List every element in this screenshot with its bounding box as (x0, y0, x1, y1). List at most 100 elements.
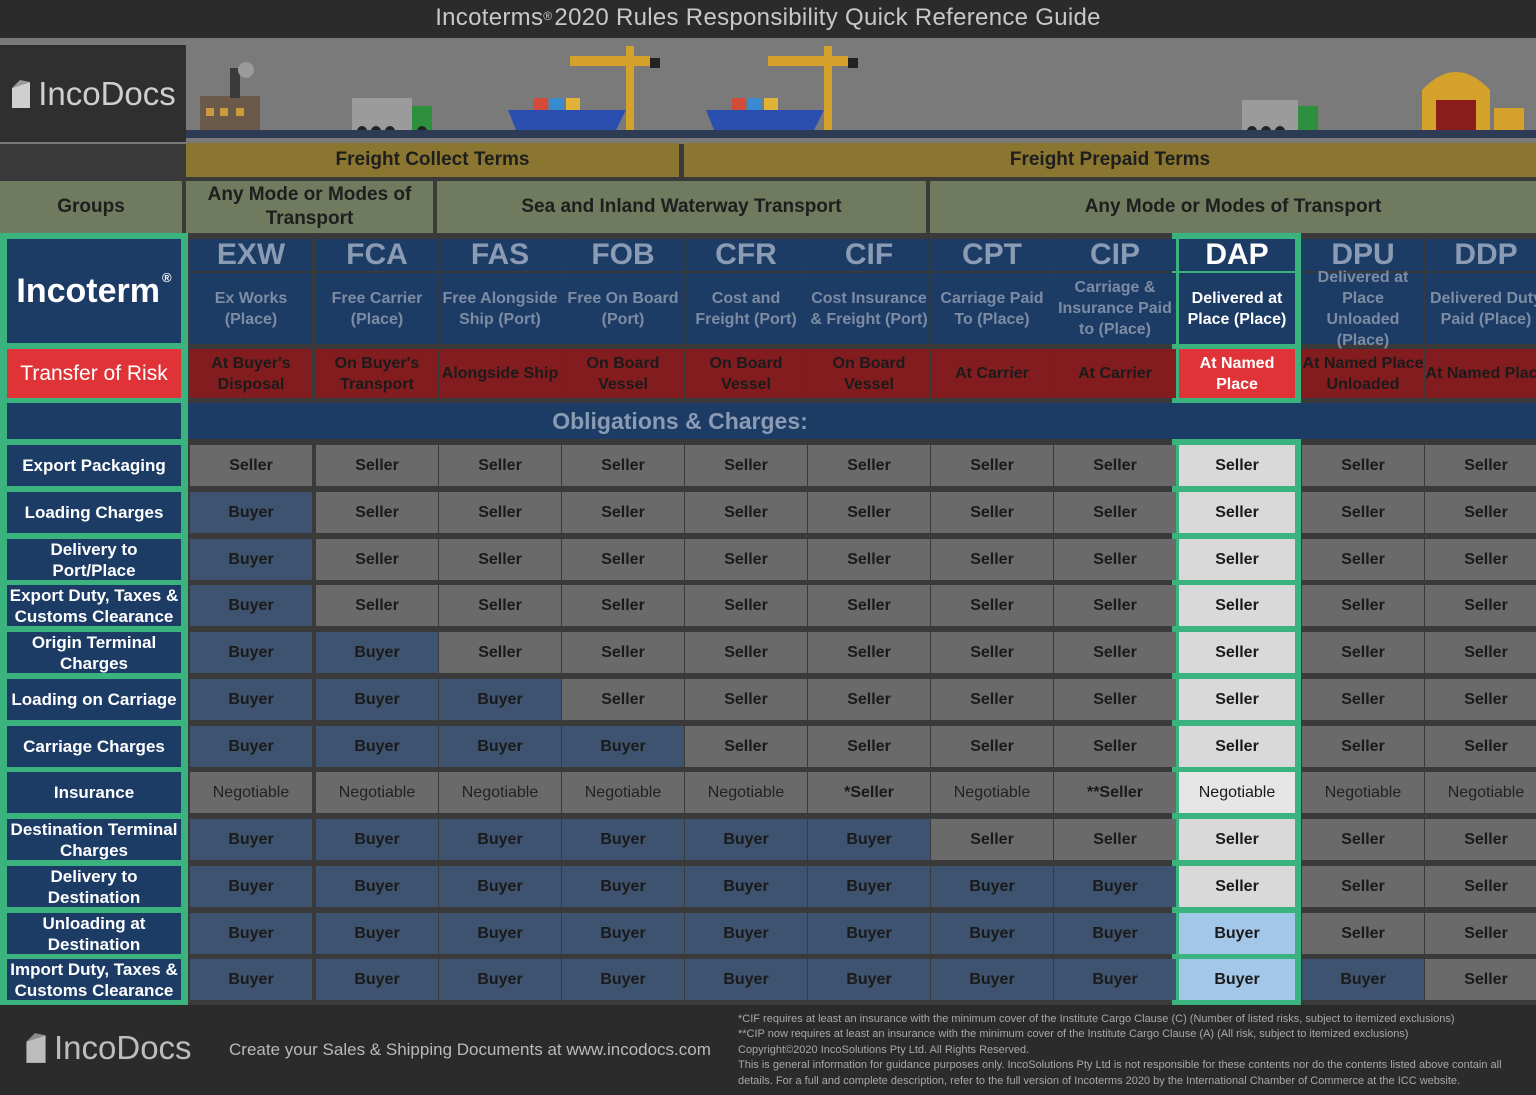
footer-note: details. For a full and complete descrip… (738, 1074, 1461, 1087)
obligation-cell: Seller (931, 492, 1053, 533)
obligation-cell: Seller (316, 585, 438, 626)
group-sea: Sea and Inland Waterway Transport (437, 181, 926, 233)
obligation-cell: Seller (1302, 585, 1424, 626)
obligation-cell: Buyer (1179, 913, 1295, 954)
incoterm-name-cfr: Cost and Freight (Port) (685, 273, 807, 344)
obligation-cell: Seller (1179, 866, 1295, 907)
incoterm-code-cif: CIF (808, 239, 930, 271)
logo: IncoDocs (0, 45, 186, 142)
obligation-cell: Negotiable (685, 772, 807, 813)
obligation-label: Delivery to Port/Place (7, 539, 181, 580)
incoterm-code-cip: CIP (1054, 239, 1176, 271)
incoterm-name-exw: Ex Works (Place) (190, 273, 312, 344)
incoterm-code-cpt: CPT (931, 239, 1053, 271)
obligation-cell: Seller (1425, 585, 1536, 626)
obligation-label: Export Packaging (7, 445, 181, 486)
obligation-label: Import Duty, Taxes & Customs Clearance (7, 959, 181, 1000)
obligation-cell: Seller (685, 632, 807, 673)
obligation-cell: *Seller (808, 772, 930, 813)
obligation-cell: Seller (685, 726, 807, 767)
obligation-cell: Buyer (439, 959, 561, 1000)
obligation-label: Carriage Charges (7, 726, 181, 767)
obligation-cell: Seller (685, 492, 807, 533)
obligation-cell: Seller (1302, 632, 1424, 673)
obligation-cell: Seller (1054, 445, 1176, 486)
obligation-cell: Buyer (439, 913, 561, 954)
incoterm-code-exw: EXW (190, 239, 312, 271)
obligation-cell: Seller (1425, 819, 1536, 860)
obligation-label: Loading Charges (7, 492, 181, 533)
obligation-cell: Negotiable (1425, 772, 1536, 813)
obligation-cell: Seller (562, 585, 684, 626)
obligation-cell: Buyer (562, 913, 684, 954)
obligation-cell: Buyer (190, 539, 312, 580)
obligation-cell: Seller (931, 445, 1053, 486)
footer-note: *CIF requires at least an insurance with… (738, 1013, 1455, 1025)
obligation-cell: Seller (1179, 819, 1295, 860)
incodocs-logo-icon (26, 1033, 46, 1063)
obligation-cell: Seller (1054, 726, 1176, 767)
obligation-cell: Negotiable (439, 772, 561, 813)
risk-point-fob: On Board Vessel (562, 349, 684, 398)
obligation-cell: Buyer (1054, 959, 1176, 1000)
factory-icon (200, 62, 260, 132)
obligation-label: Loading on Carriage (7, 679, 181, 720)
obligation-cell: Buyer (316, 679, 438, 720)
risk-point-dap: At Named Place (1179, 349, 1295, 398)
obligation-cell: Buyer (808, 959, 930, 1000)
obligations-band (188, 403, 1536, 439)
incoterm-name-fob: Free On Board (Port) (562, 273, 684, 344)
obligation-cell: Buyer (190, 959, 312, 1000)
incoterm-code-dap: DAP (1179, 239, 1295, 271)
incoterm-name-cif: Cost Insurance & Freight (Port) (808, 273, 930, 344)
group-any-mode-1: Any Mode or Modes of Transport (186, 181, 433, 233)
group-any-mode-2: Any Mode or Modes of Transport (930, 181, 1536, 233)
incoterm-name-cpt: Carriage Paid To (Place) (931, 273, 1053, 344)
obligation-cell: Seller (931, 585, 1053, 626)
obligation-cell: Buyer (190, 585, 312, 626)
obligation-cell: Seller (1425, 632, 1536, 673)
obligation-cell: Seller (685, 445, 807, 486)
obligation-cell: Seller (931, 679, 1053, 720)
incoterm-name-dap: Delivered at Place (Place) (1179, 273, 1295, 344)
obligations-heading: Obligations & Charges: (552, 408, 808, 434)
incoterm-name-fas: Free Alongside Ship (Port) (439, 273, 561, 344)
obligation-cell: Seller (1302, 726, 1424, 767)
ship-crane-icon-2 (706, 46, 858, 132)
obligation-cell: Seller (808, 726, 930, 767)
obligation-cell: Buyer (439, 679, 561, 720)
obligation-cell: Buyer (190, 819, 312, 860)
ground-strip (186, 130, 1536, 138)
obligation-cell: Buyer (190, 866, 312, 907)
obligation-cell: Buyer (316, 959, 438, 1000)
obligation-cell: Buyer (1054, 866, 1176, 907)
obligation-cell: Seller (316, 445, 438, 486)
risk-point-exw: At Buyer's Disposal (190, 349, 312, 398)
risk-point-cif: On Board Vessel (808, 349, 930, 398)
obligations-spacer (7, 403, 181, 439)
obligation-cell: Buyer (190, 726, 312, 767)
obligation-cell: Seller (1179, 726, 1295, 767)
obligation-cell: Buyer (931, 866, 1053, 907)
obligation-cell: Seller (1425, 445, 1536, 486)
obligation-cell: Seller (808, 539, 930, 580)
obligation-cell: Negotiable (562, 772, 684, 813)
freight-collect-terms: Freight Collect Terms (186, 143, 679, 177)
risk-point-fas: Alongside Ship (439, 349, 561, 398)
risk-point-fca: On Buyer's Transport (316, 349, 438, 398)
incodocs-logo-icon (12, 79, 31, 108)
obligation-cell: Buyer (316, 819, 438, 860)
obligation-cell: Seller (316, 492, 438, 533)
obligation-label: Origin Terminal Charges (7, 632, 181, 673)
obligation-cell: Seller (1302, 819, 1424, 860)
obligation-cell: Seller (1302, 445, 1424, 486)
obligation-cell: Negotiable (931, 772, 1053, 813)
transfer-of-risk-label: Transfer of Risk (7, 349, 181, 398)
obligation-cell: Seller (1425, 539, 1536, 580)
obligation-cell: Seller (562, 632, 684, 673)
risk-point-cfr: On Board Vessel (685, 349, 807, 398)
obligation-cell: Seller (1179, 539, 1295, 580)
obligation-cell: Negotiable (1302, 772, 1424, 813)
obligation-cell: Seller (931, 539, 1053, 580)
obligation-cell: Buyer (190, 492, 312, 533)
